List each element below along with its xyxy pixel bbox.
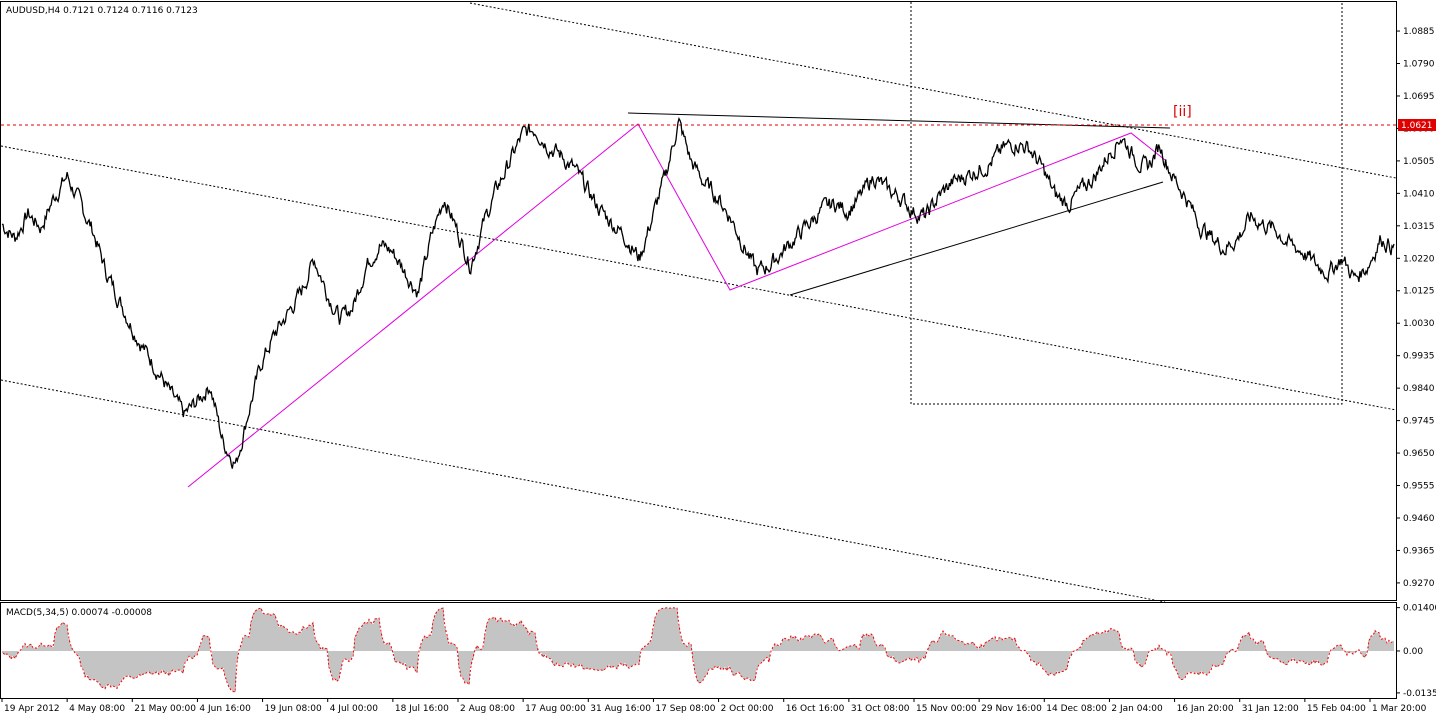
macd-histogram: [2, 607, 1394, 693]
price-panel-frame: [0, 1, 1397, 601]
time-tick-label: 31 Jan 12:00: [1242, 704, 1299, 714]
price-tick-label: 0.9935: [1403, 352, 1435, 362]
price-tick-label: 0.9270: [1403, 579, 1435, 589]
price-tick-label: 1.0505: [1403, 157, 1435, 167]
time-axis: 19 Apr 2012 4 May 08:00 21 May 00:00 4 Jun …: [1, 698, 1427, 714]
time-tick-label: 31 Oct 08:00: [851, 704, 910, 714]
macd-panel-frame: [0, 602, 1397, 699]
time-tick-label: 18 Jul 16:00: [395, 704, 449, 714]
price-tick-label: 1.0410: [1403, 189, 1435, 199]
macd-signal-line: [2, 607, 1394, 693]
trendline-lower: [789, 181, 1164, 296]
price-tick-label: 1.0790: [1403, 60, 1435, 70]
time-tick-label: 17 Aug 00:00: [525, 704, 586, 714]
price-tick-label: 1.0695: [1403, 92, 1435, 102]
price-tick-label: 1.0220: [1403, 254, 1435, 264]
price-tick-label: 0.9745: [1403, 417, 1435, 427]
time-tick-label: 2 Oct 00:00: [721, 704, 774, 714]
channel-line-upper: [469, 2, 1397, 179]
time-tick-label: 2 Jan 04:00: [1111, 704, 1163, 714]
time-tick-label: 19 Apr 2012: [4, 704, 60, 714]
macd-header: MACD(5,34,5) 0.00074 -0.00008: [6, 608, 152, 618]
time-tick-label: 29 Nov 16:00: [981, 704, 1042, 714]
time-tick-label: 4 Jun 16:00: [199, 704, 251, 714]
price-tick-label: 0.9460: [1403, 514, 1435, 524]
price-tick-label: 1.0315: [1403, 222, 1435, 232]
time-tick-label: 31 Aug 16:00: [590, 704, 651, 714]
price-tag-bg: [1398, 119, 1436, 131]
price-axis: 1.08851.07901.06951.06001.05051.04101.03…: [1396, 27, 1435, 589]
time-tick-label: 15 Feb 04:00: [1307, 704, 1366, 714]
channel-line-middle: [0, 145, 1397, 411]
time-tick-label: 2 Aug 08:00: [460, 704, 515, 714]
macd-tick-label: 0.00: [1403, 647, 1423, 657]
symbol-header: AUDUSD,H4 0.7121 0.7124 0.7116 0.7123: [6, 6, 198, 16]
channel-line-lower: [0, 379, 1166, 603]
trendline-top: [627, 112, 1171, 129]
time-tick-label: 19 Jun 08:00: [265, 704, 322, 714]
time-box: [910, 2, 1343, 405]
wave-label: [ii]: [1173, 104, 1192, 120]
time-tick-label: 4 May 08:00: [69, 704, 125, 714]
price-tick-label: 0.9555: [1403, 482, 1435, 492]
wave-count-lines: [187, 123, 1166, 488]
price-tick-label: 1.0125: [1403, 287, 1435, 297]
time-tick-label: 16 Jan 20:00: [1177, 704, 1234, 714]
time-tick-label: 21 May 00:00: [134, 704, 196, 714]
time-tick-label: 17 Sep 08:00: [655, 704, 715, 714]
price-series: [1, 117, 1395, 469]
time-tick-label: 15 Nov 00:00: [916, 704, 977, 714]
price-tick-label: 0.9840: [1403, 384, 1435, 394]
price-tick-label: 0.9650: [1403, 449, 1435, 459]
time-tick-label: 16 Oct 16:00: [786, 704, 845, 714]
price-tick-label: 1.0030: [1403, 319, 1435, 329]
time-tick-label: 1 Mar 20:00: [1372, 704, 1427, 714]
time-tick-label: 14 Dec 08:00: [1046, 704, 1107, 714]
price-tag-label: 1.0621: [1401, 121, 1433, 131]
macd-tick-label: -0.01355: [1403, 689, 1436, 699]
price-tick-label: 1.0885: [1403, 27, 1435, 37]
analysis-objects: [0, 2, 1397, 603]
current-price-tag: 1.0621: [1398, 119, 1436, 131]
time-tick-label: 4 Jul 00:00: [330, 704, 379, 714]
price-tick-label: 0.9365: [1403, 546, 1435, 556]
price-line: [1, 117, 1395, 469]
